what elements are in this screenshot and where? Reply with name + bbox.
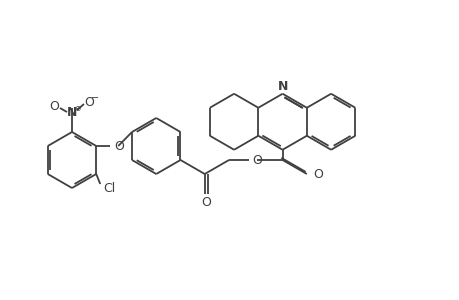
Text: −: −	[91, 93, 99, 103]
Text: ⊕: ⊕	[73, 103, 80, 112]
Text: O: O	[312, 167, 322, 181]
Text: O: O	[84, 95, 94, 109]
Text: N: N	[67, 106, 77, 118]
Text: O: O	[201, 196, 210, 208]
Text: O: O	[114, 140, 124, 152]
Text: Cl: Cl	[103, 182, 115, 194]
Text: O: O	[49, 100, 59, 112]
Text: O: O	[252, 154, 262, 166]
Text: N: N	[277, 80, 287, 93]
